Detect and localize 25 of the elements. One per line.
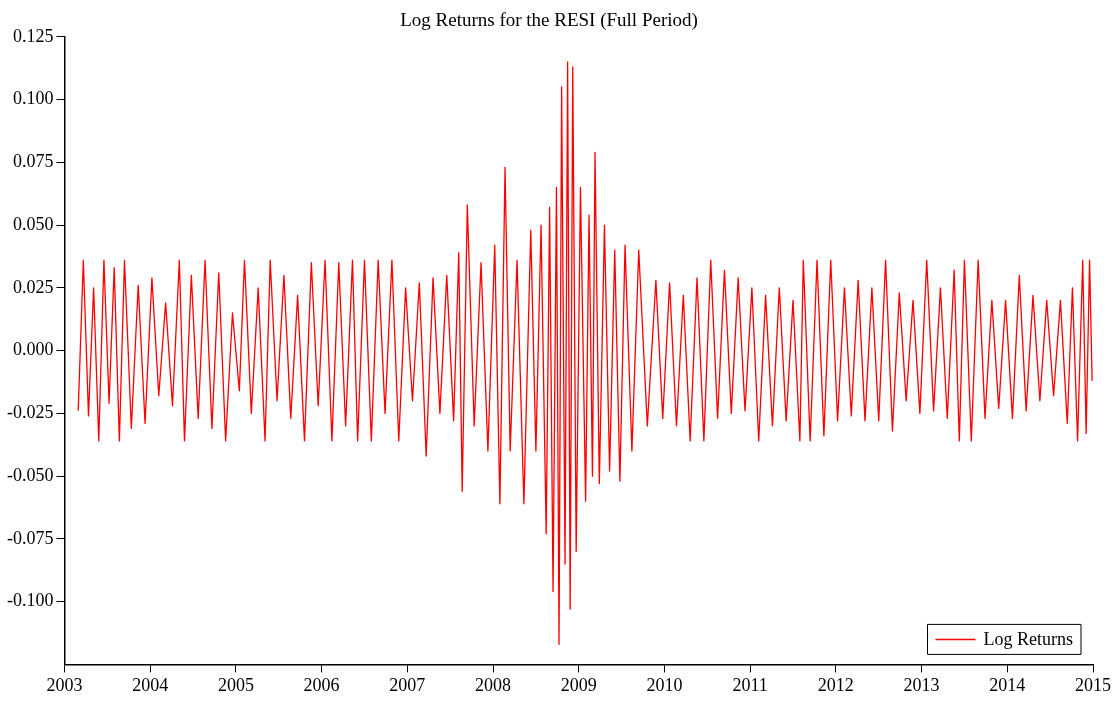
y-tick-label: 0.025 xyxy=(12,276,54,297)
y-tick-label: -0.100 xyxy=(6,590,54,611)
y-tick-label: 0.125 xyxy=(12,25,54,46)
x-tick-label: 2005 xyxy=(217,674,254,695)
x-tick-label: 2004 xyxy=(132,674,169,695)
x-tick-label: 2013 xyxy=(903,674,940,695)
x-tick-label: 2012 xyxy=(817,674,854,695)
y-tick-label: 0.100 xyxy=(12,88,54,109)
x-tick-label: 2003 xyxy=(46,674,83,695)
x-tick-label: 2010 xyxy=(646,674,683,695)
y-tick-label: 0.000 xyxy=(12,339,54,360)
x-tick-label: 2015 xyxy=(1075,674,1111,695)
x-tick-label: 2006 xyxy=(303,674,340,695)
x-tick-label: 2014 xyxy=(989,674,1026,695)
x-tick-label: 2009 xyxy=(560,674,597,695)
x-tick-label: 2007 xyxy=(389,674,426,695)
chart-title: Log Returns for the RESI (Full Period) xyxy=(400,9,698,32)
y-tick-label: -0.025 xyxy=(6,402,54,423)
legend-label: Log Returns xyxy=(983,629,1074,650)
y-tick-label: 0.075 xyxy=(12,151,54,172)
x-tick-label: 2011 xyxy=(732,674,768,695)
y-tick-label: -0.050 xyxy=(6,464,54,485)
y-tick-label: -0.075 xyxy=(6,527,54,548)
y-tick-label: 0.050 xyxy=(12,213,54,234)
x-tick-label: 2008 xyxy=(475,674,512,695)
